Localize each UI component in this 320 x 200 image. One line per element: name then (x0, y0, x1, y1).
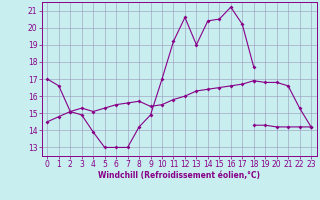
X-axis label: Windchill (Refroidissement éolien,°C): Windchill (Refroidissement éolien,°C) (98, 171, 260, 180)
